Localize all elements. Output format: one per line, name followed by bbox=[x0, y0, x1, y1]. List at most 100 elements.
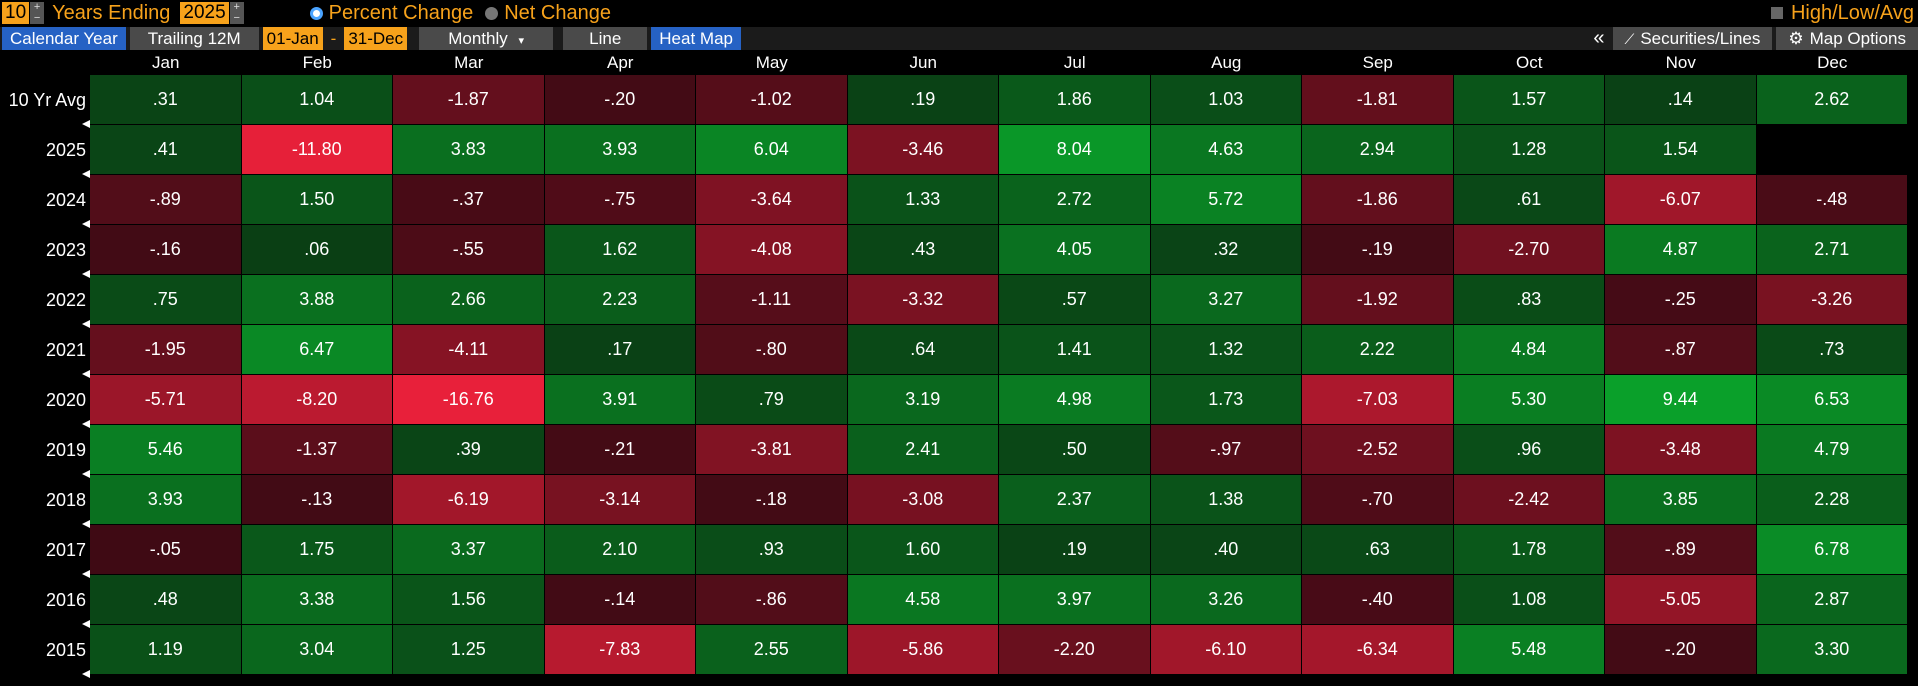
heat-map-cell[interactable]: .57 bbox=[999, 275, 1150, 324]
heat-map-cell[interactable]: -.25 bbox=[1605, 275, 1756, 324]
heat-map-cell[interactable]: .19 bbox=[847, 75, 998, 124]
heat-map-cell[interactable]: 4.79 bbox=[1756, 425, 1907, 474]
heat-map-cell[interactable]: .14 bbox=[1605, 75, 1756, 124]
heat-map-cell[interactable]: -6.10 bbox=[1150, 625, 1301, 674]
heat-map-cell[interactable]: 1.28 bbox=[1453, 125, 1604, 174]
heat-map-cell[interactable]: 1.32 bbox=[1150, 325, 1301, 374]
heat-map-cell[interactable]: -16.76 bbox=[393, 375, 544, 424]
heat-map-cell[interactable]: -11.80 bbox=[241, 125, 392, 174]
heat-map-cell[interactable]: -6.34 bbox=[1302, 625, 1453, 674]
end-date-input[interactable]: 31-Dec bbox=[344, 27, 408, 50]
minus-icon[interactable]: − bbox=[33, 12, 41, 24]
heat-map-cell[interactable]: -1.02 bbox=[696, 75, 847, 124]
heat-map-cell[interactable]: 3.04 bbox=[241, 625, 392, 674]
heat-map-cell[interactable]: -.70 bbox=[1302, 475, 1453, 524]
heat-map-cell[interactable]: .63 bbox=[1302, 525, 1453, 574]
heat-map-cell[interactable]: -4.08 bbox=[696, 225, 847, 274]
heat-map-cell[interactable]: 4.63 bbox=[1150, 125, 1301, 174]
heat-map-cell[interactable]: 6.04 bbox=[696, 125, 847, 174]
heat-map-cell[interactable]: .64 bbox=[847, 325, 998, 374]
years-count-stepper[interactable]: + − bbox=[30, 2, 45, 24]
heat-map-cell[interactable]: .73 bbox=[1756, 325, 1907, 374]
percent-change-radio[interactable] bbox=[309, 6, 323, 20]
heat-map-cell[interactable]: 2.71 bbox=[1756, 225, 1907, 274]
securities-lines-button[interactable]: ⟋ Securities/Lines bbox=[1612, 27, 1773, 50]
heat-map-cell[interactable]: 1.78 bbox=[1453, 525, 1604, 574]
heat-map-cell[interactable]: .96 bbox=[1453, 425, 1604, 474]
heat-map-cell[interactable]: 1.08 bbox=[1453, 575, 1604, 624]
heat-map-cell[interactable]: -2.70 bbox=[1453, 225, 1604, 274]
heat-map-cell[interactable]: 5.48 bbox=[1453, 625, 1604, 674]
end-year-input[interactable]: 2025 bbox=[180, 2, 229, 24]
heat-map-cell[interactable]: .40 bbox=[1150, 525, 1301, 574]
heat-map-cell[interactable]: -1.37 bbox=[241, 425, 392, 474]
heat-map-cell[interactable]: 3.30 bbox=[1756, 625, 1907, 674]
heat-map-cell[interactable]: -.05 bbox=[90, 525, 241, 574]
heat-map-cell[interactable]: 4.87 bbox=[1605, 225, 1756, 274]
heat-map-cell[interactable]: .32 bbox=[1150, 225, 1301, 274]
high-low-avg-label[interactable]: High/Low/Avg bbox=[1790, 1, 1914, 24]
heat-map-cell[interactable]: -5.05 bbox=[1605, 575, 1756, 624]
heat-map-cell[interactable]: -6.07 bbox=[1605, 175, 1756, 224]
percent-change-label[interactable]: Percent Change bbox=[328, 1, 474, 24]
heat-map-cell[interactable]: -.40 bbox=[1302, 575, 1453, 624]
heat-map-cell[interactable]: 4.98 bbox=[999, 375, 1150, 424]
heat-map-cell[interactable]: 1.75 bbox=[241, 525, 392, 574]
heat-map-cell[interactable]: -3.08 bbox=[847, 475, 998, 524]
heat-map-cell[interactable]: .75 bbox=[90, 275, 241, 324]
heat-map-cell[interactable]: 1.04 bbox=[241, 75, 392, 124]
heat-map-cell[interactable]: .06 bbox=[241, 225, 392, 274]
heat-map-cell[interactable]: -.16 bbox=[90, 225, 241, 274]
heat-map-cell[interactable]: -1.81 bbox=[1302, 75, 1453, 124]
heat-map-cell[interactable]: 1.50 bbox=[241, 175, 392, 224]
heat-map-cell[interactable]: -2.42 bbox=[1453, 475, 1604, 524]
heat-map-cell[interactable]: .43 bbox=[847, 225, 998, 274]
collapse-icon[interactable]: « bbox=[1593, 27, 1605, 49]
heat-map-cell[interactable]: 2.87 bbox=[1756, 575, 1907, 624]
heat-map-cell[interactable]: -3.64 bbox=[696, 175, 847, 224]
heat-map-cell[interactable]: 2.72 bbox=[999, 175, 1150, 224]
heat-map-cell[interactable]: 1.60 bbox=[847, 525, 998, 574]
heat-map-cell[interactable]: 3.88 bbox=[241, 275, 392, 324]
calendar-year-button[interactable]: Calendar Year bbox=[2, 27, 126, 50]
heat-map-cell[interactable]: 2.10 bbox=[544, 525, 695, 574]
heat-map-cell[interactable]: 5.46 bbox=[90, 425, 241, 474]
heat-map-cell[interactable]: 1.54 bbox=[1605, 125, 1756, 174]
heat-map-cell[interactable]: 9.44 bbox=[1605, 375, 1756, 424]
heat-map-cell[interactable]: -.21 bbox=[544, 425, 695, 474]
heat-map-cell[interactable]: -2.52 bbox=[1302, 425, 1453, 474]
heat-map-cell[interactable]: .93 bbox=[696, 525, 847, 574]
heat-map-cell[interactable]: 1.19 bbox=[90, 625, 241, 674]
heat-map-cell[interactable]: 3.38 bbox=[241, 575, 392, 624]
start-date-input[interactable]: 01-Jan bbox=[262, 27, 323, 50]
heat-map-cell[interactable]: .50 bbox=[999, 425, 1150, 474]
heat-map-cell[interactable]: 3.93 bbox=[90, 475, 241, 524]
heat-map-cell[interactable]: 4.58 bbox=[847, 575, 998, 624]
plus-icon[interactable]: + bbox=[233, 1, 240, 13]
line-button[interactable]: Line bbox=[563, 27, 648, 50]
heat-map-cell[interactable]: -3.48 bbox=[1605, 425, 1756, 474]
heat-map-cell[interactable]: -3.81 bbox=[696, 425, 847, 474]
heat-map-cell[interactable]: -.48 bbox=[1756, 175, 1907, 224]
heat-map-cell[interactable]: -1.92 bbox=[1302, 275, 1453, 324]
heat-map-cell[interactable]: 2.22 bbox=[1302, 325, 1453, 374]
heat-map-cell[interactable]: -3.26 bbox=[1756, 275, 1907, 324]
heat-map-cell[interactable]: 3.85 bbox=[1605, 475, 1756, 524]
heat-map-cell[interactable]: -.37 bbox=[393, 175, 544, 224]
heat-map-cell[interactable]: 1.73 bbox=[1150, 375, 1301, 424]
heat-map-cell[interactable]: .48 bbox=[90, 575, 241, 624]
heat-map-cell[interactable]: 3.91 bbox=[544, 375, 695, 424]
heat-map-button[interactable]: Heat Map bbox=[651, 27, 741, 50]
heat-map-cell[interactable]: 6.78 bbox=[1756, 525, 1907, 574]
heat-map-cell[interactable]: -.18 bbox=[696, 475, 847, 524]
trailing-12m-button[interactable]: Trailing 12M bbox=[129, 27, 259, 50]
heat-map-cell[interactable]: -1.87 bbox=[393, 75, 544, 124]
heat-map-cell[interactable]: -.87 bbox=[1605, 325, 1756, 374]
heat-map-cell[interactable]: .83 bbox=[1453, 275, 1604, 324]
heat-map-cell[interactable]: 3.27 bbox=[1150, 275, 1301, 324]
end-year-stepper[interactable]: + − bbox=[229, 1, 244, 24]
heat-map-cell[interactable]: -6.19 bbox=[393, 475, 544, 524]
net-change-label[interactable]: Net Change bbox=[504, 1, 611, 24]
heat-map-cell[interactable]: 4.05 bbox=[999, 225, 1150, 274]
minus-icon[interactable]: − bbox=[233, 12, 240, 24]
